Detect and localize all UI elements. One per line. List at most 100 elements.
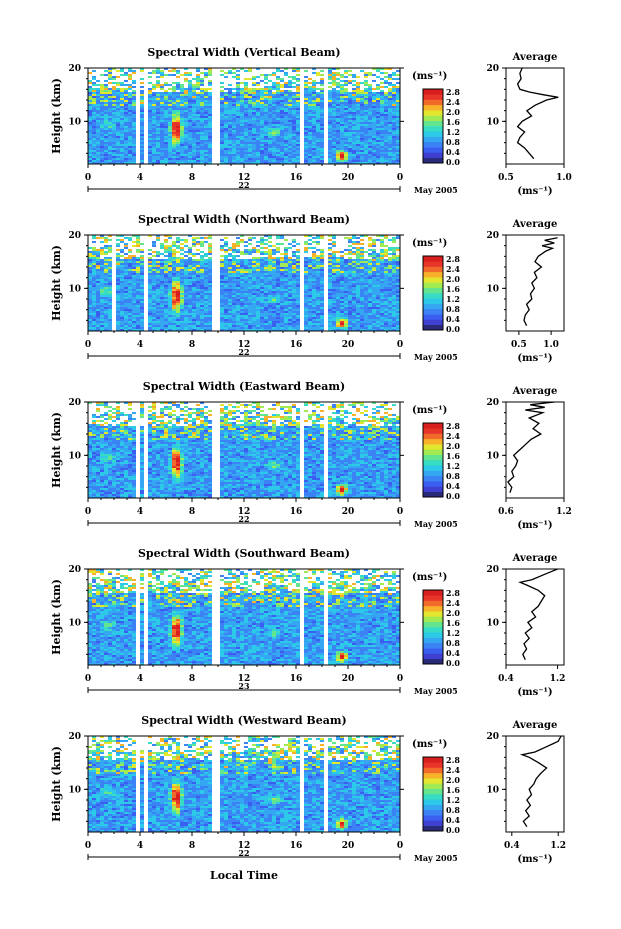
x-tick-label: 8: [189, 173, 195, 183]
colorbar-tick-label: 2.8: [446, 421, 460, 431]
panel-1: Spectral Width (Vertical Beam) 10 20 Height…: [50, 46, 572, 197]
colorbar-unit: (ms⁻¹): [412, 405, 447, 416]
colorbar-segment: [423, 438, 443, 445]
colorbar-tick-label: 1.6: [446, 117, 460, 127]
colorbar-tick-label: 2.8: [446, 588, 460, 598]
y-tick-label: 10: [68, 284, 81, 294]
colorbar-segment: [423, 444, 443, 450]
colorbar-segment: [423, 778, 443, 784]
profile-x-tick-label: 1.2: [550, 674, 566, 684]
x-tick-label: 4: [137, 507, 143, 517]
y-tick-label: 10: [68, 117, 81, 127]
colorbar-tick-label: 1.2: [446, 294, 460, 304]
x-tick-label: 8: [189, 674, 195, 684]
y-tick-label: 10: [68, 785, 81, 795]
colorbar-tick-label: 2.4: [446, 598, 460, 608]
profile-y-tick-label: 20: [486, 565, 499, 575]
profile-frame: [505, 401, 565, 499]
profile-y-tick-label: 10: [486, 618, 499, 628]
date-day: 22: [238, 180, 249, 190]
x-tick-label: 4: [137, 340, 143, 350]
colorbar-segment: [423, 428, 443, 434]
profile-x-tick-label: 0.6: [498, 507, 514, 517]
profile-x-label: (ms⁻¹): [517, 687, 552, 698]
colorbar-tick-label: 1.2: [446, 461, 460, 471]
colorbar-tick-label: 2.0: [446, 441, 460, 451]
x-tick-label: 0: [397, 674, 403, 684]
colorbar-segment: [423, 621, 443, 628]
x-tick-label: 0: [397, 507, 403, 517]
x-tick-label: 16: [290, 173, 303, 183]
colorbar-tick-label: 2.4: [446, 431, 460, 441]
colorbar-tick-label: 0.4: [446, 147, 460, 157]
colorbar-segment: [423, 642, 443, 649]
colorbar-segment: [423, 762, 443, 768]
profile-title: Average: [512, 386, 558, 397]
profile-x-tick-label: 0.5: [498, 173, 514, 183]
x-tick-label: 20: [342, 841, 355, 851]
colorbar-segment: [423, 433, 443, 440]
y-axis-label: Height (km): [50, 245, 63, 321]
colorbar-tick-label: 0.0: [446, 658, 460, 668]
x-tick-label: 0: [85, 507, 91, 517]
profile-x-label: (ms⁻¹): [517, 520, 552, 531]
colorbar-segment: [423, 104, 443, 111]
colorbar-segment: [423, 131, 443, 137]
colorbar-tick-label: 0.4: [446, 314, 460, 324]
x-tick-label: 16: [290, 507, 303, 517]
date-label: May 2005: [414, 519, 458, 529]
colorbar-segment: [423, 611, 443, 617]
colorbar-segment: [423, 825, 443, 832]
colorbar-segment: [423, 256, 443, 262]
colorbar-segment: [423, 94, 443, 100]
colorbar-segment: [423, 820, 443, 827]
profile-x-tick-label: 1.0: [556, 173, 572, 183]
colorbar-segment: [423, 287, 443, 294]
colorbar-segment: [423, 308, 443, 315]
x-tick-label: 8: [189, 841, 195, 851]
x-tick-label: 16: [290, 674, 303, 684]
panel-4: Spectral Width (Southward Beam) 10 20 Heigh…: [50, 547, 565, 698]
colorbar-segment: [423, 449, 443, 456]
profile-x-label: (ms⁻¹): [517, 353, 552, 364]
colorbar-tick-label: 0.8: [446, 471, 460, 481]
colorbar-segment: [423, 794, 443, 800]
colorbar-tick-label: 0.4: [446, 481, 460, 491]
x-tick-label: 0: [397, 841, 403, 851]
colorbar-segment: [423, 454, 443, 461]
colorbar-segment: [423, 314, 443, 320]
x-tick-label: 8: [189, 507, 195, 517]
profile-title: Average: [512, 219, 558, 230]
colorbar-segment: [423, 491, 443, 498]
colorbar-segment: [423, 319, 443, 326]
colorbar-tick-label: 2.8: [446, 254, 460, 264]
y-tick-label: 20: [68, 565, 81, 575]
colorbar-segment: [423, 152, 443, 159]
profile-y-tick-label: 20: [486, 732, 499, 742]
x-tick-label: 0: [397, 173, 403, 183]
heatmap-field: [88, 569, 400, 665]
date-day: 22: [238, 514, 249, 524]
panel-3: Spectral Width (Eastward Beam) 10 20 Height…: [50, 380, 572, 531]
colorbar-segment: [423, 486, 443, 493]
colorbar-tick-label: 0.0: [446, 825, 460, 835]
colorbar-tick-label: 0.8: [446, 638, 460, 648]
x-tick-label: 16: [290, 841, 303, 851]
colorbar-segment: [423, 136, 443, 143]
profile-y-tick-label: 10: [486, 117, 499, 127]
colorbar-tick-label: 1.2: [446, 127, 460, 137]
date-day: 22: [238, 848, 249, 858]
panel-title: Spectral Width (Westward Beam): [141, 714, 346, 727]
colorbar-segment: [423, 303, 443, 310]
x-tick-label: 12: [238, 173, 251, 183]
panel-title: Spectral Width (Southward Beam): [138, 547, 350, 560]
colorbar-segment: [423, 266, 443, 273]
colorbar-tick-label: 0.8: [446, 304, 460, 314]
profile-title: Average: [512, 553, 558, 564]
profile-x-tick-label: 1.2: [556, 507, 572, 517]
colorbar-tick-label: 1.2: [446, 795, 460, 805]
profile-line: [516, 67, 559, 160]
figure-x-label: Local Time: [210, 869, 278, 882]
heatmap-field: [88, 736, 400, 832]
